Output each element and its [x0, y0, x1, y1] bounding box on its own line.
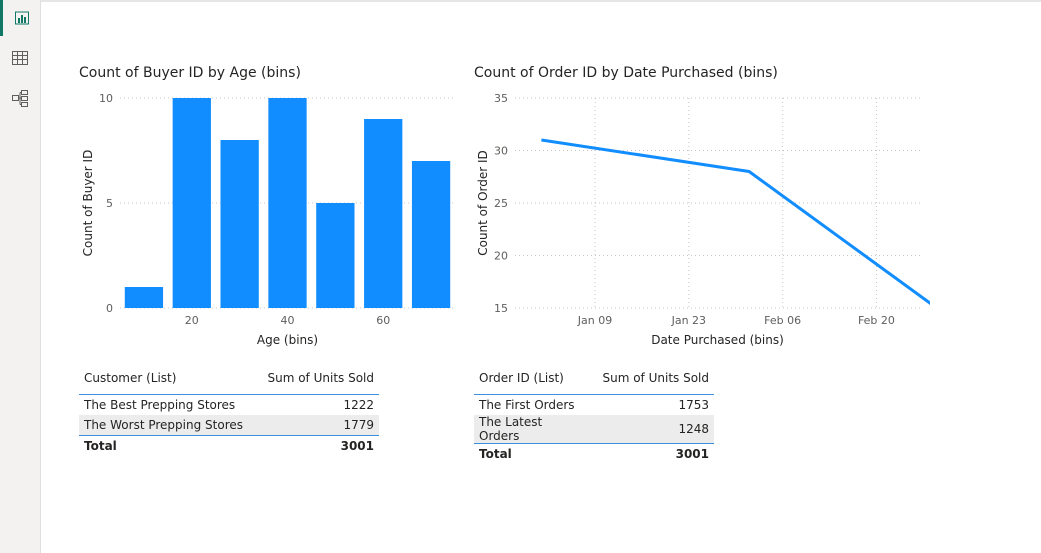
units-cell: 1753	[678, 398, 709, 412]
y-tick-label: 30	[494, 145, 508, 158]
bar	[220, 140, 259, 308]
total-row: Total 3001	[79, 435, 379, 456]
column-header-order[interactable]: Order ID (List)	[474, 362, 589, 395]
units-cell: 1222	[343, 398, 374, 412]
age-bar-chart[interactable]: 0 5 10 20 40 60 Age (bins) Count of Buyer ID	[75, 88, 465, 353]
column-header-customer[interactable]: Customer (List)	[79, 362, 249, 395]
units-cell: 1779	[249, 415, 379, 436]
view-sidebar	[0, 0, 41, 553]
customer-cell: The Best Prepping Stores	[84, 398, 236, 412]
total-value: 3001	[249, 435, 379, 456]
x-tick-label: 60	[376, 314, 390, 327]
model-icon	[12, 90, 28, 107]
line-chart-title: Count of Order ID by Date Purchased (bin…	[474, 65, 778, 81]
bar	[411, 161, 451, 308]
total-row: Total 3001	[474, 443, 714, 464]
x-tick-label: Feb 20	[858, 314, 895, 327]
customer-cell: The Worst Prepping Stores	[79, 415, 249, 436]
x-tick-label: Feb 06	[764, 314, 801, 327]
bar	[364, 119, 403, 308]
order-cell: The First Orders	[479, 398, 575, 412]
y-tick-label: 20	[494, 250, 508, 263]
total-label: Total	[474, 443, 589, 464]
top-border	[0, 0, 1041, 2]
customer-matrix[interactable]: Customer (List) Sum of Units Sold The Be…	[79, 362, 379, 456]
table-row[interactable]: The Best Prepping Stores 1222	[79, 395, 379, 416]
order-cell: The Latest Orders	[474, 415, 589, 444]
y-tick-label: 5	[106, 197, 113, 210]
bar-chart-title: Count of Buyer ID by Age (bins)	[79, 65, 301, 81]
table-icon	[12, 51, 28, 65]
table-row[interactable]: The First Orders 1753	[474, 395, 714, 416]
order-matrix[interactable]: Order ID (List) Sum of Units Sold The Fi…	[474, 362, 714, 464]
bar	[268, 98, 307, 308]
x-axis-title: Age (bins)	[257, 333, 318, 347]
column-header-units[interactable]: Sum of Units Sold	[249, 362, 379, 395]
table-row[interactable]: The Latest Orders 1248	[474, 415, 714, 444]
total-label: Total	[79, 435, 249, 456]
y-tick-label: 10	[99, 92, 113, 105]
y-axis-title: Count of Order ID	[476, 150, 490, 256]
table-row[interactable]: The Worst Prepping Stores 1779	[79, 415, 379, 436]
y-axis-title: Count of Buyer ID	[81, 150, 95, 257]
total-value: 3001	[589, 443, 714, 464]
series-line	[541, 138, 930, 305]
y-tick-label: 0	[106, 302, 113, 315]
x-tick-label: 20	[185, 314, 199, 327]
date-line-chart[interactable]: 15 20 25 30 35 Jan 09 Jan 23 Feb 06 Feb 20 Date P…	[470, 88, 930, 353]
x-tick-label: 40	[281, 314, 295, 327]
x-tick-label: Jan 09	[577, 314, 612, 327]
bar	[124, 287, 164, 308]
bar	[316, 203, 355, 308]
units-cell: 1248	[589, 415, 714, 444]
column-header-units[interactable]: Sum of Units Sold	[589, 362, 714, 395]
y-tick-label: 25	[494, 197, 508, 210]
y-tick-label: 35	[494, 92, 508, 105]
x-axis-title: Date Purchased (bins)	[651, 333, 784, 347]
table-view-button[interactable]	[0, 40, 40, 76]
report-view-button[interactable]	[0, 0, 40, 36]
bar	[172, 98, 211, 308]
model-view-button[interactable]	[0, 80, 40, 116]
y-tick-label: 15	[494, 302, 508, 315]
x-tick-label: Jan 23	[671, 314, 706, 327]
bar-chart-icon	[14, 11, 29, 25]
